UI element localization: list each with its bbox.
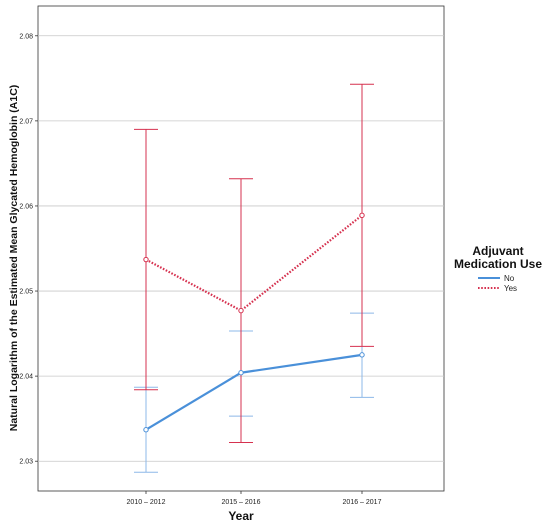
y-tick-label: 2.06 — [19, 203, 33, 210]
data-point — [238, 307, 244, 314]
y-tick-label: 2.08 — [19, 33, 33, 40]
legend-title-line2: Medication Use — [454, 257, 542, 271]
legend-label-yes: Yes — [504, 284, 517, 293]
series-line-yes — [145, 214, 363, 312]
y-tick-label: 2.04 — [19, 374, 33, 381]
data-point — [359, 212, 365, 219]
legend-label-no: No — [504, 274, 515, 283]
y-tick-label: 2.03 — [19, 459, 33, 466]
data-point — [359, 352, 365, 358]
data-point — [238, 370, 244, 376]
x-tick-label: 2015 – 2016 — [222, 499, 261, 506]
grid — [38, 35, 444, 462]
data-point — [143, 427, 149, 433]
x-tick-label: 2010 – 2012 — [127, 499, 166, 506]
x-axis-title: Year — [228, 509, 254, 523]
legend: Adjuvant Medication Use No Yes — [454, 244, 542, 293]
y-axis-ticks: 2.03 2.04 2.05 2.06 2.07 2.08 — [19, 33, 38, 466]
x-tick-label: 2016 – 2017 — [343, 499, 382, 506]
data-point — [143, 256, 149, 263]
x-axis-ticks: 2010 – 2012 2015 – 2016 2016 – 2017 — [127, 491, 382, 506]
y-axis-title: Natural Logarithm of the Estimated Mean … — [8, 85, 20, 432]
y-tick-label: 2.05 — [19, 289, 33, 296]
legend-title-line1: Adjuvant — [472, 244, 523, 258]
y-tick-label: 2.07 — [19, 118, 33, 125]
data-points — [143, 212, 365, 433]
